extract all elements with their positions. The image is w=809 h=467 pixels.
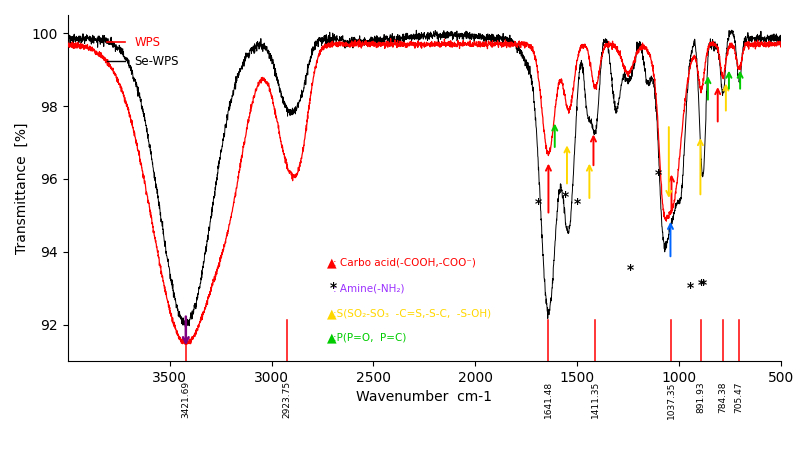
Text: :P(P=O,  P=C): :P(P=O, P=C) [332, 333, 406, 342]
Text: 1641.48: 1641.48 [544, 381, 553, 418]
Text: 1411.35: 1411.35 [591, 381, 599, 418]
Text: *: * [700, 277, 706, 291]
Text: *: * [574, 198, 581, 212]
Legend: WPS, Se-WPS: WPS, Se-WPS [102, 31, 184, 73]
Text: *: * [561, 190, 569, 204]
Text: *: * [329, 281, 337, 295]
Text: 2923.75: 2923.75 [282, 381, 291, 418]
Text: 3421.69: 3421.69 [181, 381, 190, 418]
Text: ▲: ▲ [327, 307, 337, 320]
Text: 1037.35: 1037.35 [667, 381, 676, 418]
Y-axis label: Transmittance  [%]: Transmittance [%] [15, 122, 29, 254]
Text: ▲: ▲ [327, 331, 337, 344]
Text: *: * [626, 263, 633, 277]
Text: *: * [687, 281, 694, 295]
Text: : Amine(-NH₂): : Amine(-NH₂) [332, 283, 404, 293]
Text: 891.93: 891.93 [697, 381, 705, 413]
Text: *: * [698, 277, 705, 291]
Text: 705.47: 705.47 [735, 381, 743, 413]
Text: :S(SO₂-SO₃  -C=S,-S-C,  -S-OH): :S(SO₂-SO₃ -C=S,-S-C, -S-OH) [332, 309, 491, 319]
Text: 784.38: 784.38 [718, 381, 727, 413]
Text: : Carbo acid(-COOH,-COO⁻): : Carbo acid(-COOH,-COO⁻) [332, 258, 476, 268]
X-axis label: Wavenumber  cm-1: Wavenumber cm-1 [357, 390, 493, 404]
Text: ▲: ▲ [327, 256, 337, 269]
Text: *: * [655, 168, 663, 182]
Text: *: * [535, 198, 542, 212]
